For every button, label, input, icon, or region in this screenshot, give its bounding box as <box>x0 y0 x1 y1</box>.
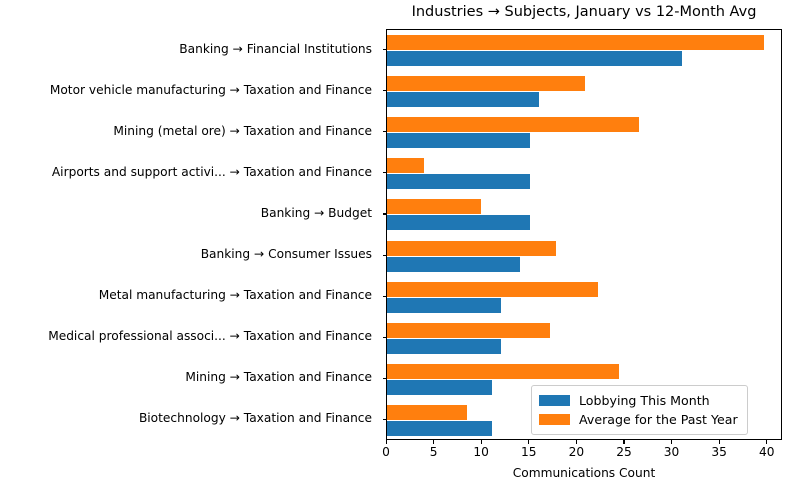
y-axis-tick-label: Banking → Budget <box>260 205 372 220</box>
y-axis-tick-label: Biotechnology → Taxation and Finance <box>138 411 372 426</box>
legend-swatch-icon <box>539 414 570 425</box>
bar-average-past-year[interactable] <box>387 404 467 420</box>
plot-area <box>386 29 782 440</box>
y-axis-tick-label: Banking → Financial Institutions <box>179 41 372 56</box>
x-axis-tick-label: 35 <box>711 445 727 459</box>
y-axis-tick-label: Motor vehicle manufacturing → Taxation a… <box>49 82 372 97</box>
y-axis-tick-label: Airports and support activi... → Taxatio… <box>51 164 372 179</box>
x-axis-tick-mark <box>385 440 387 444</box>
bar-lobbying-this-month[interactable] <box>387 256 521 272</box>
x-axis-tick-mark <box>575 440 577 444</box>
y-axis-tick-label: Metal manufacturing → Taxation and Finan… <box>98 288 372 303</box>
bar-average-past-year[interactable] <box>387 117 640 133</box>
bar-lobbying-this-month[interactable] <box>387 174 530 190</box>
x-axis-tick-label: 10 <box>473 445 489 459</box>
bar-lobbying-this-month[interactable] <box>387 420 492 436</box>
bar-lobbying-this-month[interactable] <box>387 379 492 395</box>
y-axis-tick-label: Mining (metal ore) → Taxation and Financ… <box>113 123 372 138</box>
x-axis-tick-label: 15 <box>521 445 537 459</box>
x-axis-tick-mark <box>480 440 482 444</box>
x-axis-tick-mark <box>671 440 673 444</box>
legend-item-label: Lobbying This Month <box>579 393 710 408</box>
bar-lobbying-this-month[interactable] <box>387 297 502 313</box>
bar-lobbying-this-month[interactable] <box>387 215 530 231</box>
bar-average-past-year[interactable] <box>387 281 599 297</box>
y-axis-tick-label: Mining → Taxation and Finance <box>185 370 372 385</box>
x-axis-tick-label: 25 <box>616 445 632 459</box>
bar-average-past-year[interactable] <box>387 240 557 256</box>
bar-lobbying-this-month[interactable] <box>387 133 530 149</box>
x-axis-tick-mark <box>528 440 530 444</box>
x-axis-tick-label: 30 <box>663 445 680 459</box>
x-axis-tick-label: 20 <box>568 445 585 459</box>
x-axis-tick-label: 0 <box>382 445 390 459</box>
legend-swatch-icon <box>539 395 570 406</box>
x-axis-tick-mark <box>718 440 720 444</box>
x-axis-title: Communications Count <box>512 466 656 480</box>
chart-title: Industries → Subjects, January vs 12-Mon… <box>411 4 757 20</box>
bar-average-past-year[interactable] <box>387 35 764 51</box>
legend-item[interactable]: Lobbying This Month <box>539 391 738 410</box>
bar-average-past-year[interactable] <box>387 199 482 215</box>
bar-average-past-year[interactable] <box>387 322 550 338</box>
x-axis-tick-mark <box>433 440 435 444</box>
bar-lobbying-this-month[interactable] <box>387 92 540 108</box>
x-axis-tick-mark <box>623 440 625 444</box>
x-axis-tick-mark <box>766 440 768 444</box>
chart-legend: Lobbying This Month Average for the Past… <box>531 385 748 435</box>
bar-average-past-year[interactable] <box>387 363 620 379</box>
bar-lobbying-this-month[interactable] <box>387 51 683 67</box>
legend-item-label: Average for the Past Year <box>579 412 738 427</box>
legend-item[interactable]: Average for the Past Year <box>539 410 738 429</box>
x-axis-tick-label: 40 <box>759 445 775 459</box>
bars-layer <box>387 30 781 439</box>
bar-lobbying-this-month[interactable] <box>387 338 502 354</box>
bar-average-past-year[interactable] <box>387 76 585 92</box>
x-axis-tick-label: 5 <box>429 445 438 459</box>
bar-average-past-year[interactable] <box>387 158 425 174</box>
y-axis-tick-label: Banking → Consumer Issues <box>200 247 372 262</box>
y-axis-tick-label: Medical professional associ... → Taxatio… <box>48 329 372 344</box>
